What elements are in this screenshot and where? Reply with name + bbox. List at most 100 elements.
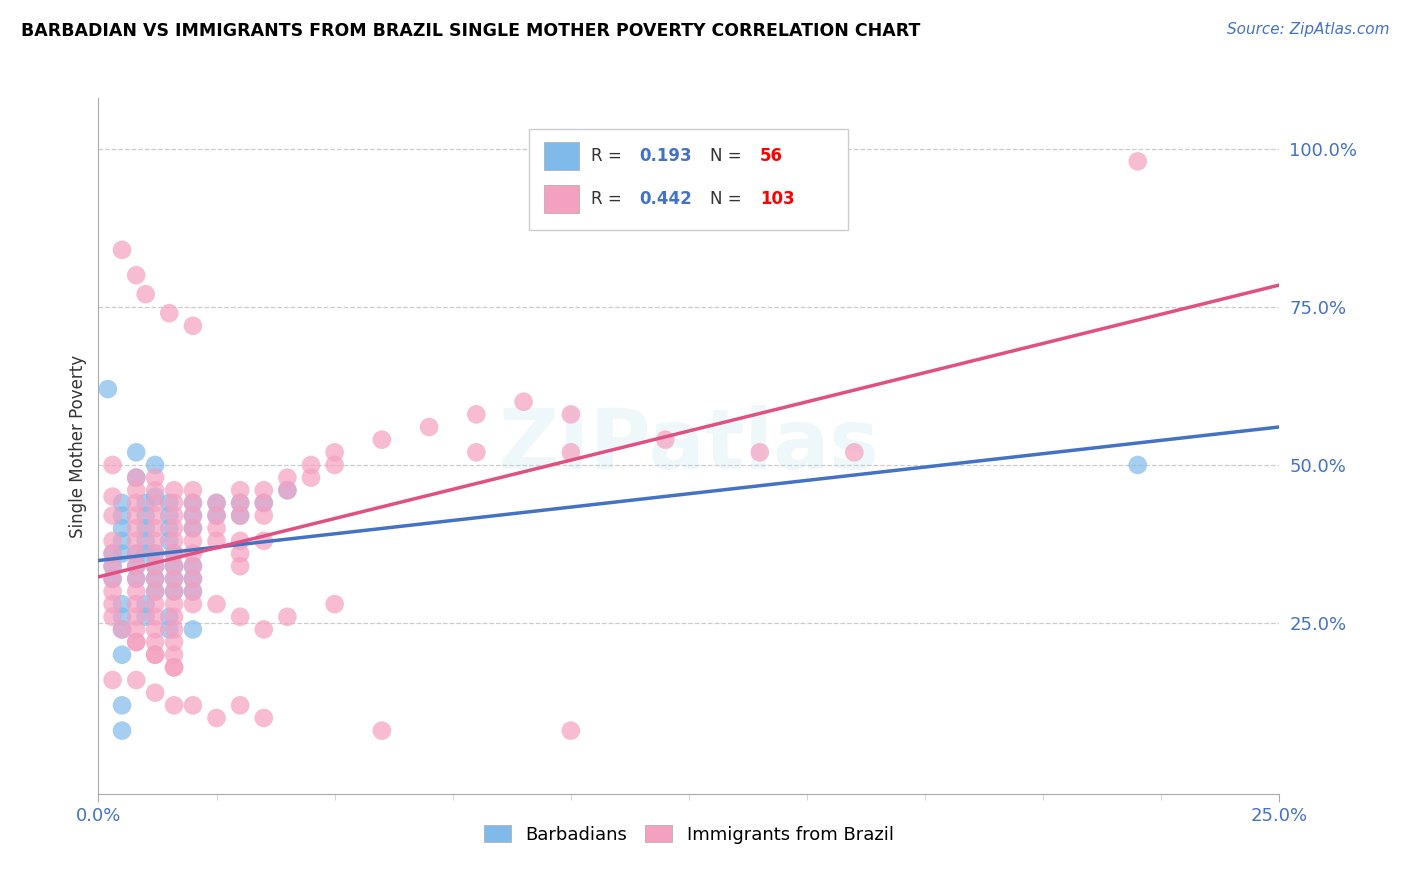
Point xyxy=(181,496,204,510)
Point xyxy=(181,508,204,523)
Point xyxy=(125,533,148,548)
Point xyxy=(418,420,440,434)
Point xyxy=(205,508,228,523)
Point xyxy=(205,711,228,725)
Point xyxy=(143,572,166,586)
Point xyxy=(101,597,124,611)
Point xyxy=(125,623,148,637)
Point xyxy=(181,572,204,586)
Point xyxy=(143,572,166,586)
Point xyxy=(181,623,204,637)
Point xyxy=(253,483,276,498)
Text: 0.442: 0.442 xyxy=(640,190,692,208)
Point xyxy=(229,698,252,713)
Text: 103: 103 xyxy=(759,190,794,208)
Point xyxy=(163,572,186,586)
Point xyxy=(181,318,204,333)
Point xyxy=(205,496,228,510)
Point xyxy=(253,496,276,510)
Point xyxy=(101,547,124,561)
Point xyxy=(253,623,276,637)
Point xyxy=(299,458,322,472)
Point xyxy=(371,433,394,447)
Point xyxy=(844,445,866,459)
Point xyxy=(111,533,134,548)
Point xyxy=(163,572,186,586)
Point xyxy=(101,572,124,586)
Point xyxy=(125,609,148,624)
Point xyxy=(560,408,582,422)
Point xyxy=(1126,458,1149,472)
Point xyxy=(143,635,166,649)
Bar xyxy=(544,142,579,169)
Text: BARBADIAN VS IMMIGRANTS FROM BRAZIL SINGLE MOTHER POVERTY CORRELATION CHART: BARBADIAN VS IMMIGRANTS FROM BRAZIL SING… xyxy=(21,22,921,40)
Point xyxy=(111,508,134,523)
Point xyxy=(229,533,252,548)
Text: 0.193: 0.193 xyxy=(640,147,692,165)
Point xyxy=(157,533,180,548)
Point xyxy=(135,508,157,523)
Point xyxy=(163,559,186,574)
Point xyxy=(101,458,124,472)
Point xyxy=(111,243,134,257)
Point xyxy=(229,547,252,561)
Point xyxy=(276,483,298,498)
Point xyxy=(143,648,166,662)
Point xyxy=(253,496,276,510)
Point xyxy=(1126,154,1149,169)
Point xyxy=(143,559,166,574)
Point xyxy=(181,533,204,548)
Point xyxy=(465,408,488,422)
Point xyxy=(163,483,186,498)
Point xyxy=(111,623,134,637)
Point xyxy=(748,445,770,459)
Point xyxy=(654,433,676,447)
Point xyxy=(101,508,124,523)
Point xyxy=(111,623,134,637)
Point xyxy=(101,584,124,599)
Point xyxy=(465,445,488,459)
Point xyxy=(157,508,180,523)
Point xyxy=(111,609,134,624)
Point xyxy=(125,470,148,484)
Y-axis label: Single Mother Poverty: Single Mother Poverty xyxy=(69,354,87,538)
Point xyxy=(143,584,166,599)
Point xyxy=(111,521,134,535)
Point xyxy=(101,572,124,586)
Bar xyxy=(530,129,848,230)
Point xyxy=(143,483,166,498)
Point xyxy=(323,445,346,459)
Text: R =: R = xyxy=(591,147,627,165)
Point xyxy=(163,584,186,599)
Point xyxy=(157,496,180,510)
Point xyxy=(229,559,252,574)
Point xyxy=(111,698,134,713)
Point xyxy=(135,609,157,624)
Text: N =: N = xyxy=(710,190,747,208)
Point xyxy=(101,533,124,548)
Point xyxy=(299,470,322,484)
Text: Source: ZipAtlas.com: Source: ZipAtlas.com xyxy=(1226,22,1389,37)
Point xyxy=(125,268,148,283)
Point xyxy=(101,673,124,687)
Point xyxy=(229,496,252,510)
Point xyxy=(125,597,148,611)
Point xyxy=(125,559,148,574)
Point xyxy=(101,559,124,574)
Point xyxy=(163,521,186,535)
Point xyxy=(163,623,186,637)
Point xyxy=(181,521,204,535)
Point xyxy=(125,572,148,586)
Point xyxy=(323,458,346,472)
Text: ZIPatlas: ZIPatlas xyxy=(499,406,879,486)
Point xyxy=(157,623,180,637)
Point xyxy=(371,723,394,738)
Point xyxy=(101,609,124,624)
Point xyxy=(125,483,148,498)
Point xyxy=(143,508,166,523)
Point xyxy=(181,508,204,523)
Point xyxy=(143,623,166,637)
Point xyxy=(125,496,148,510)
Point xyxy=(181,483,204,498)
Point xyxy=(181,559,204,574)
